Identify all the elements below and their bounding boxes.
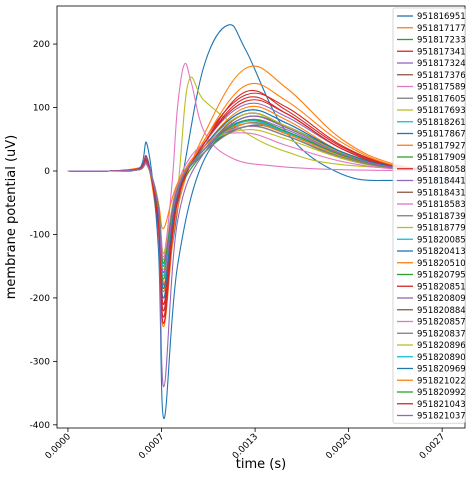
series-line-951821037 xyxy=(67,115,465,274)
legend-entry: 951820851 xyxy=(417,282,466,292)
y-axis-ticks: -400 -300 -200 -100 0 100 200 xyxy=(30,40,57,431)
y-tick-label: -100 xyxy=(30,230,51,240)
legend-entry: 951817341 xyxy=(417,47,466,57)
x-tick-label: 0.0000 xyxy=(44,432,74,462)
y-tick-label: 100 xyxy=(33,104,50,114)
x-tick-label: 0.0027 xyxy=(418,432,447,461)
series-layer xyxy=(67,24,465,420)
x-tick-label: 0.0020 xyxy=(324,432,354,462)
legend-entry: 951820884 xyxy=(417,306,466,316)
y-axis-label: membrane potential (uV) xyxy=(4,135,19,300)
legend-entry: 951821043 xyxy=(417,400,466,410)
legend-entry: 951820085 xyxy=(417,235,466,245)
series-line-951821043 xyxy=(67,89,465,324)
legend-entry: 951817324 xyxy=(417,59,466,69)
y-tick-label: 200 xyxy=(33,40,50,50)
legend-entry: 951817605 xyxy=(417,94,466,104)
legend-entry: 951818739 xyxy=(417,212,466,222)
legend-entry: 951820890 xyxy=(417,353,466,363)
x-axis-label: time (s) xyxy=(236,457,286,472)
legend-entry: 951821037 xyxy=(417,412,466,422)
x-tick-label: 0.0007 xyxy=(137,432,166,461)
y-tick-label: -400 xyxy=(30,421,51,431)
legend-entry: 951817867 xyxy=(417,130,466,140)
legend-box xyxy=(392,7,466,424)
legend-entry: 951820413 xyxy=(417,247,466,257)
legend-entry: 951817589 xyxy=(417,83,466,93)
legend-entry: 951817693 xyxy=(417,106,466,116)
y-tick-label: -200 xyxy=(30,294,51,304)
legend-entry: 951820857 xyxy=(417,318,466,328)
legend-entry: 951817233 xyxy=(417,36,466,46)
legend-entry: 951820809 xyxy=(417,294,466,304)
legend-entry: 951820969 xyxy=(417,365,466,375)
y-tick-label: -300 xyxy=(30,357,51,367)
legend-entry: 951818431 xyxy=(417,188,466,198)
legend-entry: 951817927 xyxy=(417,141,466,151)
legend-entry: 951820795 xyxy=(417,271,466,281)
legend-entry: 951816951 xyxy=(417,12,466,22)
legend-entry: 951817177 xyxy=(417,24,466,34)
y-tick-label: 0 xyxy=(44,167,50,177)
legend-entry: 951818058 xyxy=(417,165,466,175)
legend-entry: 951818583 xyxy=(417,200,466,210)
legend-entry: 951818441 xyxy=(417,177,466,187)
legend-entry: 951821022 xyxy=(417,376,466,386)
legend-entry: 951820992 xyxy=(417,388,466,398)
legend-entry: 951818261 xyxy=(417,118,466,128)
legend-entry: 951820510 xyxy=(417,259,466,269)
legend-entry: 951817909 xyxy=(417,153,466,163)
legend-entry: 951820837 xyxy=(417,329,466,339)
legend-entry: 951818779 xyxy=(417,224,466,234)
legend-entry: 951817376 xyxy=(417,71,466,81)
legend-entry: 951820896 xyxy=(417,341,466,351)
